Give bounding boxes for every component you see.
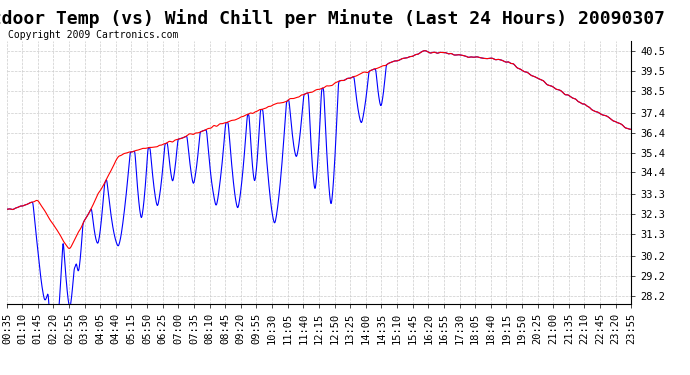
Text: Outdoor Temp (vs) Wind Chill per Minute (Last 24 Hours) 20090307: Outdoor Temp (vs) Wind Chill per Minute … <box>0 9 665 28</box>
Text: Copyright 2009 Cartronics.com: Copyright 2009 Cartronics.com <box>8 30 179 40</box>
